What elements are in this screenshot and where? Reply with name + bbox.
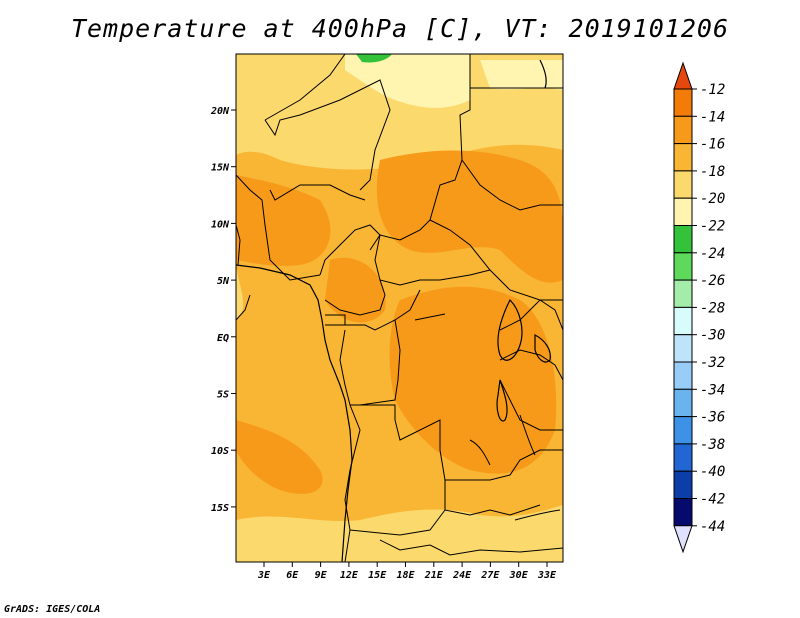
lat-label: 15S	[211, 503, 229, 514]
lon-label: 27E	[480, 570, 500, 581]
colorbar-label: -30	[700, 328, 725, 344]
colorbar-arrow-bottom	[673, 525, 693, 554]
colorbar-label: -14	[700, 109, 725, 125]
yellow-zone-south	[236, 505, 563, 562]
lon-label: 21E	[424, 570, 444, 581]
colorbar-label: -42	[700, 492, 725, 508]
lat-label: 20N	[210, 106, 230, 117]
colorbar-label: -44	[700, 519, 725, 535]
colorbar-label: -38	[700, 437, 725, 453]
lat-label: 10S	[211, 446, 229, 457]
north-lightest	[345, 54, 470, 108]
colorbar-swatch	[673, 361, 693, 390]
colorbar-label: -22	[700, 219, 725, 235]
green-patch	[356, 54, 392, 63]
lon-label: 9E	[315, 570, 328, 581]
colorbar-label: -34	[700, 382, 725, 398]
lat-label: 10N	[211, 219, 230, 230]
lat-label: 5S	[217, 390, 229, 401]
colorbar-swatch	[673, 470, 693, 500]
colorbar-swatch	[673, 197, 693, 226]
colorbar-label: -18	[700, 164, 725, 180]
colorbar-label: -40	[700, 464, 725, 480]
colorbar-swatch	[673, 306, 693, 336]
colorbar-label: -12	[700, 82, 725, 98]
credit-label: GrADS: IGES/COLA	[4, 604, 101, 615]
orange-zone-southwest	[236, 420, 323, 494]
lon-label: 12E	[340, 570, 359, 581]
northeast-pale	[480, 60, 563, 90]
lon-label: 3E	[257, 570, 271, 581]
colorbar-swatch	[673, 416, 693, 445]
colorbar-swatch	[673, 498, 693, 527]
colorbar-swatch	[673, 252, 693, 281]
colorbar-swatch	[673, 170, 693, 199]
colorbar-label: -20	[700, 191, 725, 207]
colorbar-swatch	[673, 388, 693, 418]
colorbar-swatch	[673, 225, 693, 254]
lon-label: 30E	[509, 570, 529, 581]
colorbar-swatch	[673, 115, 693, 145]
colorbar-swatch	[673, 334, 693, 363]
colorbar-swatch	[673, 279, 693, 308]
coastline	[236, 59, 551, 562]
lat-label: EQ	[217, 333, 229, 344]
orange-zone-center	[325, 257, 386, 323]
lon-label: 18E	[396, 570, 415, 581]
north-band	[236, 54, 563, 170]
colorbar-label: -28	[700, 300, 725, 316]
map-frame	[235, 53, 564, 563]
lon-axis: 3E 6E 9E 12E 15E 18E 21E 24E 27E 30E 33E	[257, 562, 557, 581]
colorbar-label: -36	[700, 410, 725, 426]
colorbar-swatch	[673, 143, 693, 172]
yellow-zone-west-coast	[236, 265, 244, 320]
temperature-field	[236, 54, 563, 562]
lon-label: 15E	[368, 570, 387, 581]
colorbar-label: -16	[700, 137, 725, 153]
colorbar-arrow-top	[673, 61, 693, 90]
colorbar-swatch	[673, 443, 693, 472]
colorbar-swatch	[673, 88, 693, 117]
lon-label: 24E	[452, 570, 472, 581]
country-borders	[236, 54, 563, 562]
colorbar-label: -24	[700, 246, 725, 262]
orange-zone-north	[376, 150, 563, 283]
lat-label: 5N	[217, 276, 230, 287]
colorbar-label: -26	[700, 273, 725, 289]
lon-label: 6E	[286, 570, 299, 581]
lat-label: 15N	[211, 163, 230, 174]
lat-axis: 20N 15N 10N 5N EQ 5S 10S 15S	[210, 106, 236, 514]
map-title: Temperature at 400hPa [C], VT: 201910120…	[70, 14, 730, 43]
colorbar: -12 -14 -16 -18 -20 -22 -24 -26 -28 -30 -32 -34 -36 -…	[673, 61, 725, 554]
colorbar-label: -32	[700, 355, 725, 371]
orange-zone-congo	[389, 286, 557, 474]
lon-label: 33E	[537, 570, 557, 581]
